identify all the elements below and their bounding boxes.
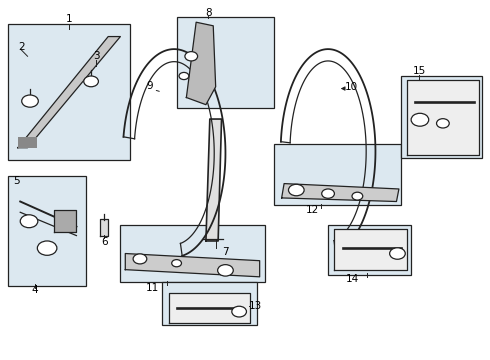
Polygon shape: [407, 80, 479, 155]
Polygon shape: [186, 22, 216, 105]
Polygon shape: [282, 184, 399, 202]
Bar: [401, 76, 482, 158]
Text: 7: 7: [222, 247, 229, 257]
Polygon shape: [334, 229, 407, 270]
Circle shape: [218, 265, 233, 276]
Polygon shape: [100, 220, 108, 235]
Bar: [328, 225, 411, 275]
Text: 2: 2: [18, 42, 24, 51]
Bar: [176, 17, 274, 108]
Circle shape: [37, 241, 57, 255]
Circle shape: [172, 260, 181, 267]
Polygon shape: [169, 293, 250, 323]
Bar: [8, 24, 130, 160]
Circle shape: [133, 254, 147, 264]
Polygon shape: [18, 37, 121, 148]
Text: 11: 11: [146, 283, 159, 293]
Circle shape: [179, 72, 189, 80]
Text: 9: 9: [147, 81, 153, 91]
Text: 13: 13: [249, 301, 262, 311]
Polygon shape: [54, 211, 76, 232]
Circle shape: [185, 51, 197, 61]
Bar: [274, 144, 401, 205]
Bar: [121, 225, 265, 282]
Text: 15: 15: [413, 66, 426, 76]
Circle shape: [322, 189, 334, 198]
Circle shape: [352, 192, 363, 200]
Bar: [162, 282, 257, 325]
Circle shape: [437, 119, 449, 128]
Text: 8: 8: [205, 8, 212, 18]
Circle shape: [390, 248, 405, 259]
Bar: [8, 176, 86, 286]
Circle shape: [22, 95, 38, 107]
Circle shape: [411, 113, 429, 126]
Polygon shape: [18, 137, 37, 148]
Circle shape: [232, 306, 246, 317]
Text: 6: 6: [101, 237, 108, 247]
Text: 5: 5: [14, 176, 20, 186]
Text: 14: 14: [346, 274, 359, 284]
Text: 3: 3: [93, 51, 99, 61]
Text: 4: 4: [31, 285, 38, 296]
Circle shape: [289, 184, 304, 196]
Circle shape: [20, 215, 38, 228]
Text: 12: 12: [305, 206, 318, 216]
Circle shape: [84, 76, 98, 87]
Polygon shape: [125, 253, 260, 277]
Text: 10: 10: [345, 82, 358, 93]
Text: 1: 1: [66, 14, 73, 24]
Polygon shape: [206, 119, 221, 241]
